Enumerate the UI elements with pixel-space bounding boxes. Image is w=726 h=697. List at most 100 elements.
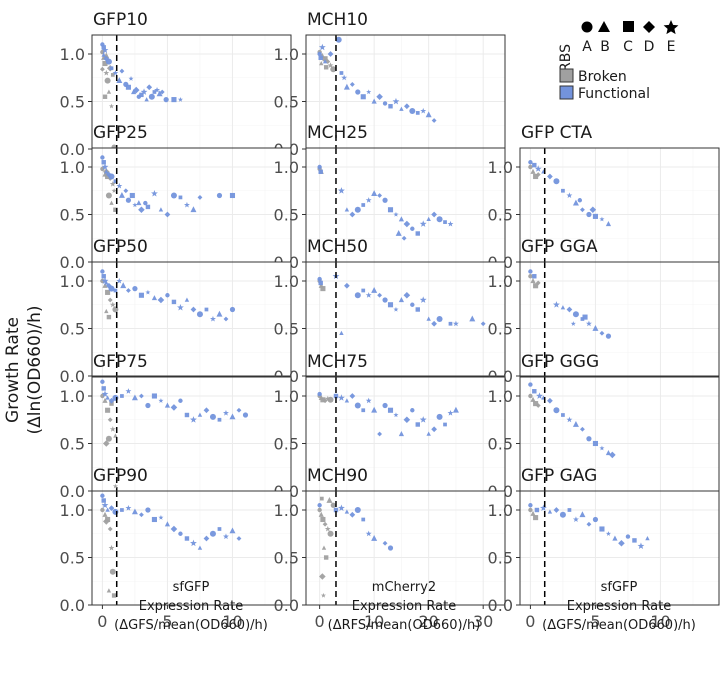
point-functional bbox=[216, 192, 223, 199]
y-tick-label: 0.5 bbox=[488, 435, 513, 454]
point-functional bbox=[184, 297, 190, 302]
point-functional bbox=[158, 514, 164, 520]
legend-rbs-title: RBS bbox=[558, 44, 574, 72]
point-broken bbox=[103, 52, 110, 59]
point-functional bbox=[528, 503, 533, 508]
point-functional bbox=[164, 402, 171, 408]
panel-title: GFP GGG bbox=[521, 352, 599, 372]
point-functional bbox=[605, 531, 611, 536]
point-functional bbox=[605, 221, 612, 227]
point-functional bbox=[132, 286, 138, 292]
point-functional bbox=[561, 413, 565, 417]
point-broken bbox=[104, 308, 109, 314]
y-tick-label: 0.5 bbox=[60, 435, 85, 454]
y-axis-title-line1: Growth Rate bbox=[3, 317, 23, 423]
x-tick-label: 5 bbox=[162, 612, 172, 631]
point-functional bbox=[553, 178, 560, 185]
point-broken bbox=[327, 62, 334, 68]
x-axis-title-col2: sfGFP Expression Rate (ΔGFS/mean(OD660)/… bbox=[542, 580, 696, 633]
point-functional bbox=[112, 394, 119, 401]
point-functional bbox=[338, 394, 345, 401]
point-functional bbox=[365, 530, 372, 537]
point-broken bbox=[530, 510, 536, 516]
point-functional bbox=[415, 307, 420, 312]
y-tick-label: 1.0 bbox=[60, 45, 85, 64]
panel-gfp90: GFP90 0.0 0.5 1.0 0 5 10 bbox=[60, 466, 292, 631]
point-functional bbox=[376, 93, 383, 101]
panel-title: GFP90 bbox=[93, 466, 148, 486]
point-functional bbox=[387, 207, 394, 213]
point-functional bbox=[101, 163, 109, 170]
y-tick-label: 0.0 bbox=[60, 140, 85, 159]
point-broken bbox=[322, 398, 328, 404]
point-functional bbox=[528, 160, 533, 165]
point-functional bbox=[354, 402, 361, 409]
point-broken bbox=[317, 507, 322, 513]
point-functional bbox=[570, 321, 576, 326]
point-functional bbox=[387, 545, 394, 551]
point-functional bbox=[164, 521, 171, 527]
point-broken bbox=[102, 282, 108, 288]
point-functional bbox=[388, 104, 393, 109]
point-functional bbox=[480, 321, 486, 327]
y-tick-label: 1.0 bbox=[60, 158, 85, 177]
point-functional bbox=[349, 211, 356, 218]
point-functional bbox=[145, 289, 151, 295]
point-functional bbox=[178, 398, 183, 403]
point-broken bbox=[111, 593, 117, 598]
point-functional bbox=[132, 86, 140, 94]
point-broken bbox=[102, 397, 108, 403]
y-tick-label: 0.5 bbox=[274, 93, 299, 112]
y-tick-label: 1.0 bbox=[488, 158, 513, 177]
x-axis-title-col0-line1: sfGFP bbox=[173, 580, 210, 595]
point-functional bbox=[609, 451, 616, 459]
point-functional bbox=[339, 71, 344, 75]
point-functional bbox=[447, 409, 454, 416]
point-functional bbox=[113, 288, 118, 293]
y-tick-label: 0.5 bbox=[60, 320, 85, 339]
point-broken bbox=[112, 306, 119, 313]
point-functional bbox=[579, 511, 586, 518]
x-axis-title-col0-line2: Expression Rate bbox=[139, 599, 244, 614]
legend-functional-swatch bbox=[559, 85, 574, 100]
point-functional bbox=[566, 306, 573, 313]
point-functional bbox=[403, 416, 411, 424]
point-functional bbox=[318, 169, 323, 174]
point-broken bbox=[535, 172, 541, 178]
point-functional bbox=[572, 421, 579, 427]
x-axis-title-col0-line3: (ΔGFS/mean(OD660)/h) bbox=[114, 618, 268, 633]
point-functional bbox=[108, 505, 115, 511]
point-functional bbox=[415, 231, 420, 236]
point-functional bbox=[125, 84, 131, 90]
point-broken bbox=[110, 73, 115, 77]
y-tick-label: 1.0 bbox=[274, 387, 299, 406]
point-functional bbox=[371, 406, 378, 413]
points bbox=[528, 269, 612, 339]
point-functional bbox=[410, 302, 415, 307]
point-functional bbox=[170, 192, 177, 199]
points bbox=[528, 160, 612, 227]
point-functional bbox=[599, 330, 605, 336]
point-functional bbox=[341, 74, 348, 81]
point-functional bbox=[163, 97, 169, 103]
point-functional bbox=[109, 66, 114, 71]
point-broken bbox=[530, 168, 536, 174]
panel-gfp-gag: GFP GAG 0.0 0.5 1.0 0 5 10 bbox=[488, 466, 720, 631]
panel-gfp75: GFP75 0.0 0.5 1.0 bbox=[60, 352, 292, 501]
point-functional bbox=[184, 412, 190, 418]
point-functional bbox=[197, 412, 203, 417]
panel-border bbox=[305, 261, 506, 377]
y-tick-label: 0.5 bbox=[60, 206, 85, 225]
x-tick-label: 5 bbox=[590, 612, 600, 631]
point-functional bbox=[387, 302, 394, 308]
point-functional bbox=[393, 306, 399, 312]
point-functional bbox=[317, 51, 322, 57]
panel-title: GFP25 bbox=[93, 123, 148, 143]
point-functional bbox=[229, 306, 236, 313]
point-functional bbox=[431, 118, 437, 123]
legend-rbs-label-b: B bbox=[600, 39, 610, 55]
x-tick-label: 0 bbox=[525, 612, 535, 631]
point-functional bbox=[138, 206, 145, 214]
point-broken bbox=[323, 65, 329, 70]
point-functional bbox=[371, 190, 378, 196]
